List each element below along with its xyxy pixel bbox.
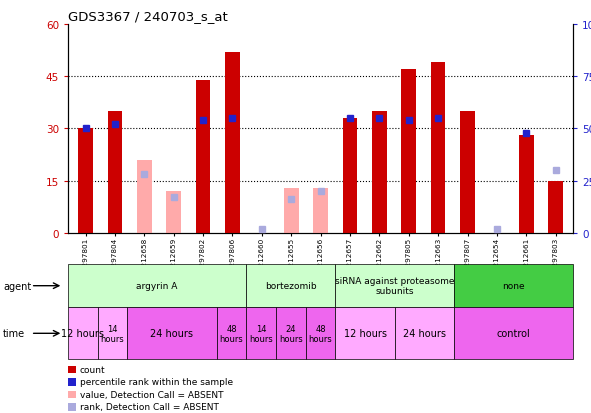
Bar bbox=[137, 160, 152, 233]
Text: siRNA against proteasome
subunits: siRNA against proteasome subunits bbox=[335, 276, 454, 296]
Text: count: count bbox=[80, 365, 105, 374]
Text: bortezomib: bortezomib bbox=[265, 282, 317, 290]
Bar bbox=[108, 112, 122, 233]
Text: 14
hours: 14 hours bbox=[249, 324, 273, 343]
Text: percentile rank within the sample: percentile rank within the sample bbox=[80, 377, 233, 387]
Bar bbox=[460, 112, 475, 233]
Bar bbox=[225, 52, 240, 233]
Text: 12 hours: 12 hours bbox=[344, 328, 387, 339]
Text: value, Detection Call = ABSENT: value, Detection Call = ABSENT bbox=[80, 390, 223, 399]
Bar bbox=[343, 119, 358, 233]
Text: 24 hours: 24 hours bbox=[403, 328, 446, 339]
Bar bbox=[401, 70, 416, 233]
Text: none: none bbox=[502, 282, 525, 290]
Text: rank, Detection Call = ABSENT: rank, Detection Call = ABSENT bbox=[80, 402, 219, 411]
Text: time: time bbox=[3, 328, 25, 339]
Bar bbox=[284, 188, 298, 233]
Bar bbox=[519, 136, 534, 233]
Bar bbox=[313, 188, 328, 233]
Text: control: control bbox=[497, 328, 531, 339]
Bar bbox=[431, 63, 446, 233]
Text: 24
hours: 24 hours bbox=[279, 324, 303, 343]
Text: 14
hours: 14 hours bbox=[100, 324, 125, 343]
Text: 24 hours: 24 hours bbox=[151, 328, 193, 339]
Text: agent: agent bbox=[3, 281, 31, 291]
Text: 48
hours: 48 hours bbox=[220, 324, 243, 343]
Text: argyrin A: argyrin A bbox=[137, 282, 178, 290]
Text: 12 hours: 12 hours bbox=[61, 328, 105, 339]
Bar bbox=[167, 192, 181, 233]
Bar bbox=[196, 81, 210, 233]
Text: GDS3367 / 240703_s_at: GDS3367 / 240703_s_at bbox=[68, 10, 228, 23]
Bar bbox=[78, 129, 93, 233]
Bar bbox=[372, 112, 387, 233]
Bar bbox=[548, 181, 563, 233]
Text: 48
hours: 48 hours bbox=[309, 324, 333, 343]
